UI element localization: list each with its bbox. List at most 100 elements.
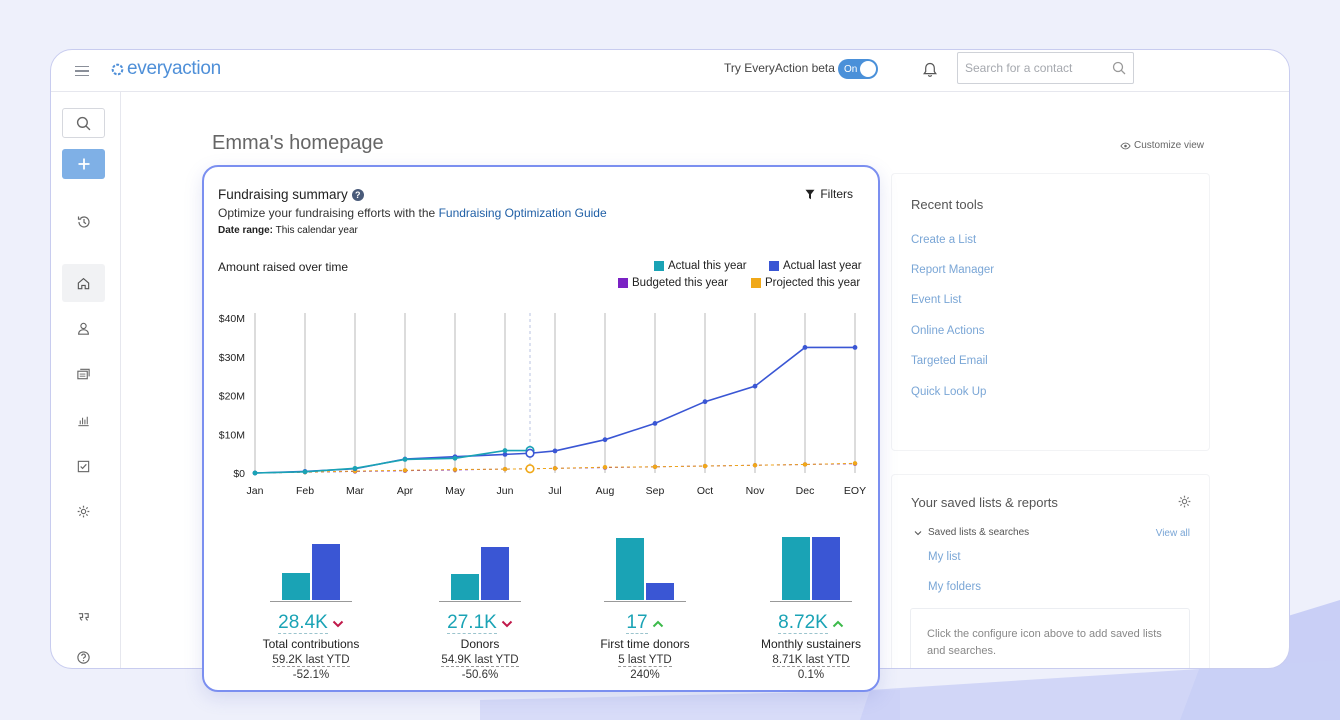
trend-down-icon xyxy=(332,620,344,627)
metric-value-text[interactable]: 27.1K xyxy=(447,612,497,634)
legend-actual-last-year: Actual last year xyxy=(769,260,862,272)
data-point xyxy=(652,464,658,469)
recent-tool-link[interactable]: Targeted Email xyxy=(911,355,988,367)
x-tick-label: Apr xyxy=(397,485,414,497)
this-year-bar xyxy=(782,536,810,600)
legend-label: Budgeted this year xyxy=(632,277,728,289)
help-icon[interactable]: ? xyxy=(351,188,364,201)
metric-value-text[interactable]: 8.72K xyxy=(778,612,828,634)
recent-tool-link[interactable]: Online Actions xyxy=(911,325,985,337)
saved-lists-hint: Click the configure icon above to add sa… xyxy=(910,608,1190,668)
nav-tasks-button[interactable] xyxy=(62,451,105,481)
logo-text: everyaction xyxy=(127,58,221,79)
series-line xyxy=(254,449,530,474)
saved-list-link[interactable]: My list xyxy=(928,551,961,563)
current-point xyxy=(525,448,535,458)
metric-label: Monthly sustainers xyxy=(760,637,862,651)
data-point xyxy=(752,463,758,468)
nav-reports-button[interactable] xyxy=(62,405,105,435)
card-title: Fundraising summary ? xyxy=(218,187,364,202)
metric-label: Total contributions xyxy=(262,637,360,651)
legend-swatch xyxy=(654,261,664,271)
filters-button[interactable]: Filters xyxy=(805,187,853,201)
nav-search-button[interactable] xyxy=(62,108,105,138)
x-tick-label: May xyxy=(445,485,466,497)
amount-raised-chart: Jan Feb Mar Apr May Jun Jul Aug Sep Oct Nov Dec EOY $… xyxy=(219,313,866,497)
recent-tool-link[interactable]: Quick Look Up xyxy=(911,386,987,398)
date-range-label: Date range: xyxy=(218,225,274,236)
card-subtitle-text: Optimize your fundraising efforts with t… xyxy=(218,206,436,220)
legend-actual-this-year: Actual this year xyxy=(654,260,747,272)
y-tick-label: $30M xyxy=(219,352,245,364)
metric-last-ytd-text[interactable]: 8.71K last YTD xyxy=(772,654,850,667)
recent-tool-link[interactable]: Event List xyxy=(911,294,962,306)
this-year-bar xyxy=(616,538,644,600)
metric-last-ytd-text[interactable]: 5 last YTD xyxy=(618,654,672,667)
last-year-bar xyxy=(481,547,509,600)
metric-bars xyxy=(400,519,560,602)
data-point xyxy=(402,457,408,462)
metric-value: 28.4K xyxy=(231,613,391,634)
nav-messages-button[interactable] xyxy=(62,359,105,389)
metric-value-text[interactable]: 17 xyxy=(626,612,648,634)
data-point xyxy=(802,462,808,467)
data-point xyxy=(852,461,858,466)
menu-icon[interactable] xyxy=(75,61,95,81)
trend-up-icon xyxy=(652,620,663,627)
configure-gear-icon[interactable] xyxy=(1177,494,1192,509)
optimization-guide-link[interactable]: Fundraising Optimization Guide xyxy=(438,206,607,220)
eye-icon xyxy=(1120,142,1131,149)
nav-contacts-button[interactable] xyxy=(62,313,105,343)
view-all-link[interactable]: View all xyxy=(1155,528,1190,539)
x-tick-label: Jul xyxy=(548,485,561,497)
bar-baseline xyxy=(604,601,686,602)
bar-chart-icon xyxy=(78,416,89,426)
nav-add-button[interactable] xyxy=(62,149,105,179)
metric-last-ytd-text[interactable]: 54.9K last YTD xyxy=(441,654,519,667)
this-year-bar xyxy=(451,574,479,600)
recent-tools-panel: Recent tools Create a List Report Manage… xyxy=(892,174,1209,450)
data-point xyxy=(852,345,858,350)
contact-search-input[interactable] xyxy=(965,61,1105,75)
metric-value-text[interactable]: 28.4K xyxy=(278,612,328,634)
current-point xyxy=(525,464,535,474)
x-tick-label: Sep xyxy=(646,485,665,497)
beta-toggle-label: On xyxy=(844,63,858,75)
beta-label: Try EveryAction beta xyxy=(724,61,835,75)
saved-lists-section-toggle[interactable]: Saved lists & searches xyxy=(914,527,1029,538)
legend-label: Projected this year xyxy=(765,277,861,289)
date-range: Date range: This calendar year xyxy=(218,225,358,236)
trend-up-icon xyxy=(832,620,844,627)
contact-search[interactable] xyxy=(957,52,1134,84)
nav-settings-button[interactable] xyxy=(62,496,105,526)
bell-icon[interactable] xyxy=(921,61,939,79)
metric-bars xyxy=(231,519,391,602)
side-nav xyxy=(51,92,121,668)
nav-help-button[interactable] xyxy=(62,642,105,668)
metric-value: 27.1K xyxy=(400,613,560,634)
saved-list-link[interactable]: My folders xyxy=(928,581,982,593)
x-tick-label: Aug xyxy=(596,485,615,497)
data-point xyxy=(552,448,558,454)
nav-home-button[interactable] xyxy=(62,264,105,302)
customize-view-link[interactable]: Customize view xyxy=(1120,140,1204,151)
beta-toggle[interactable]: On xyxy=(838,59,878,79)
logo[interactable]: everyaction xyxy=(111,58,221,80)
nav-quotes-button[interactable] xyxy=(62,601,105,631)
legend-swatch xyxy=(618,278,628,288)
data-point xyxy=(652,421,658,426)
nav-history-button[interactable] xyxy=(62,207,105,237)
data-point xyxy=(352,465,358,471)
x-tick-label: Oct xyxy=(697,485,713,497)
metric-last-ytd-text[interactable]: 59.2K last YTD xyxy=(272,654,350,667)
last-year-bar xyxy=(646,583,674,600)
last-year-bar xyxy=(812,536,840,600)
messages-icon xyxy=(77,368,90,379)
filters-label: Filters xyxy=(820,187,853,201)
saved-lists-panel: Your saved lists & reports Saved lists &… xyxy=(892,475,1209,668)
toggle-knob xyxy=(860,61,876,77)
recent-tool-link[interactable]: Report Manager xyxy=(911,264,995,276)
history-icon xyxy=(77,216,90,228)
recent-tool-link[interactable]: Create a List xyxy=(911,234,977,246)
